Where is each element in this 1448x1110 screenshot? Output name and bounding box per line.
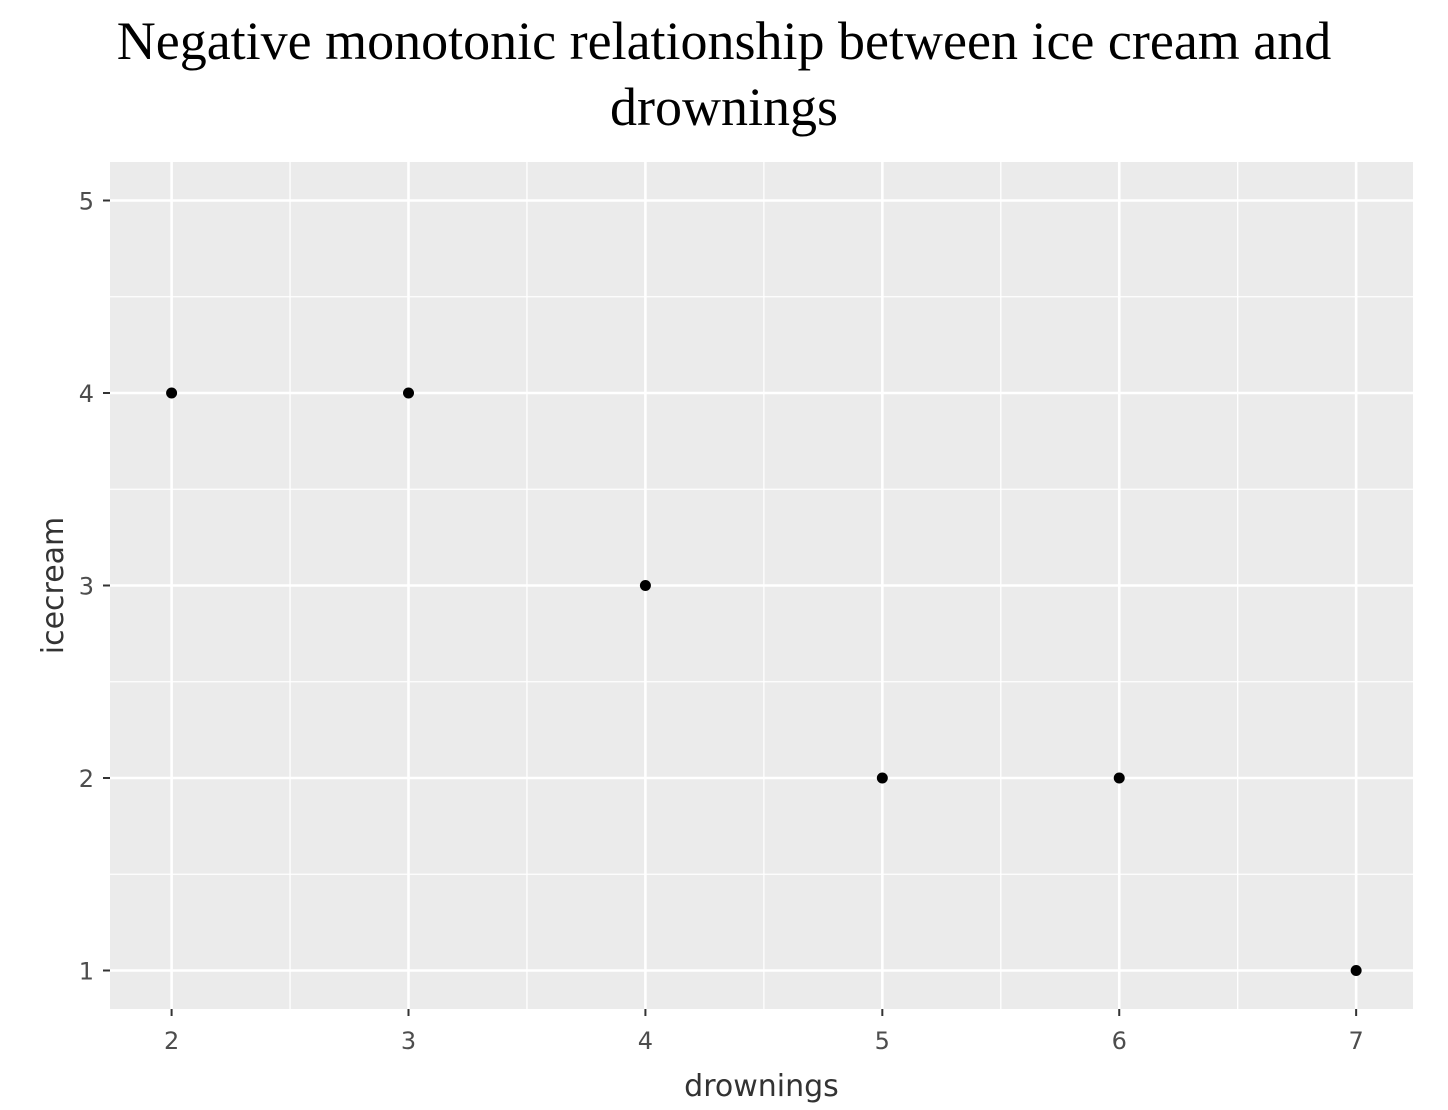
y-tick-label: 1 (79, 958, 94, 986)
data-point (639, 580, 651, 591)
data-point (876, 772, 888, 784)
y-tick-label: 2 (79, 765, 94, 793)
y-tick-label: 4 (79, 380, 94, 408)
x-tick-label: 5 (875, 1027, 890, 1055)
chart-title: Negative monotonic relationship between … (116, 11, 1332, 137)
x-tick-label: 4 (638, 1027, 653, 1055)
y-axis-ticks: 1 2 3 4 5 (79, 188, 110, 986)
data-point (403, 387, 415, 399)
data-point (1350, 965, 1362, 976)
major-gridlines (110, 162, 1413, 1009)
y-axis-title: icecream (36, 517, 71, 655)
x-tick-label: 2 (164, 1027, 179, 1055)
data-point (166, 387, 178, 399)
x-axis-ticks: 2 3 4 5 6 7 (164, 1009, 1364, 1055)
data-point (1113, 772, 1125, 784)
y-tick-label: 5 (79, 188, 94, 216)
x-axis-title: drownings (684, 1069, 839, 1104)
y-tick-label: 3 (79, 573, 94, 601)
data-points (166, 387, 1362, 976)
x-tick-label: 7 (1349, 1027, 1364, 1055)
x-tick-label: 3 (401, 1027, 416, 1055)
x-tick-label: 6 (1112, 1027, 1127, 1055)
